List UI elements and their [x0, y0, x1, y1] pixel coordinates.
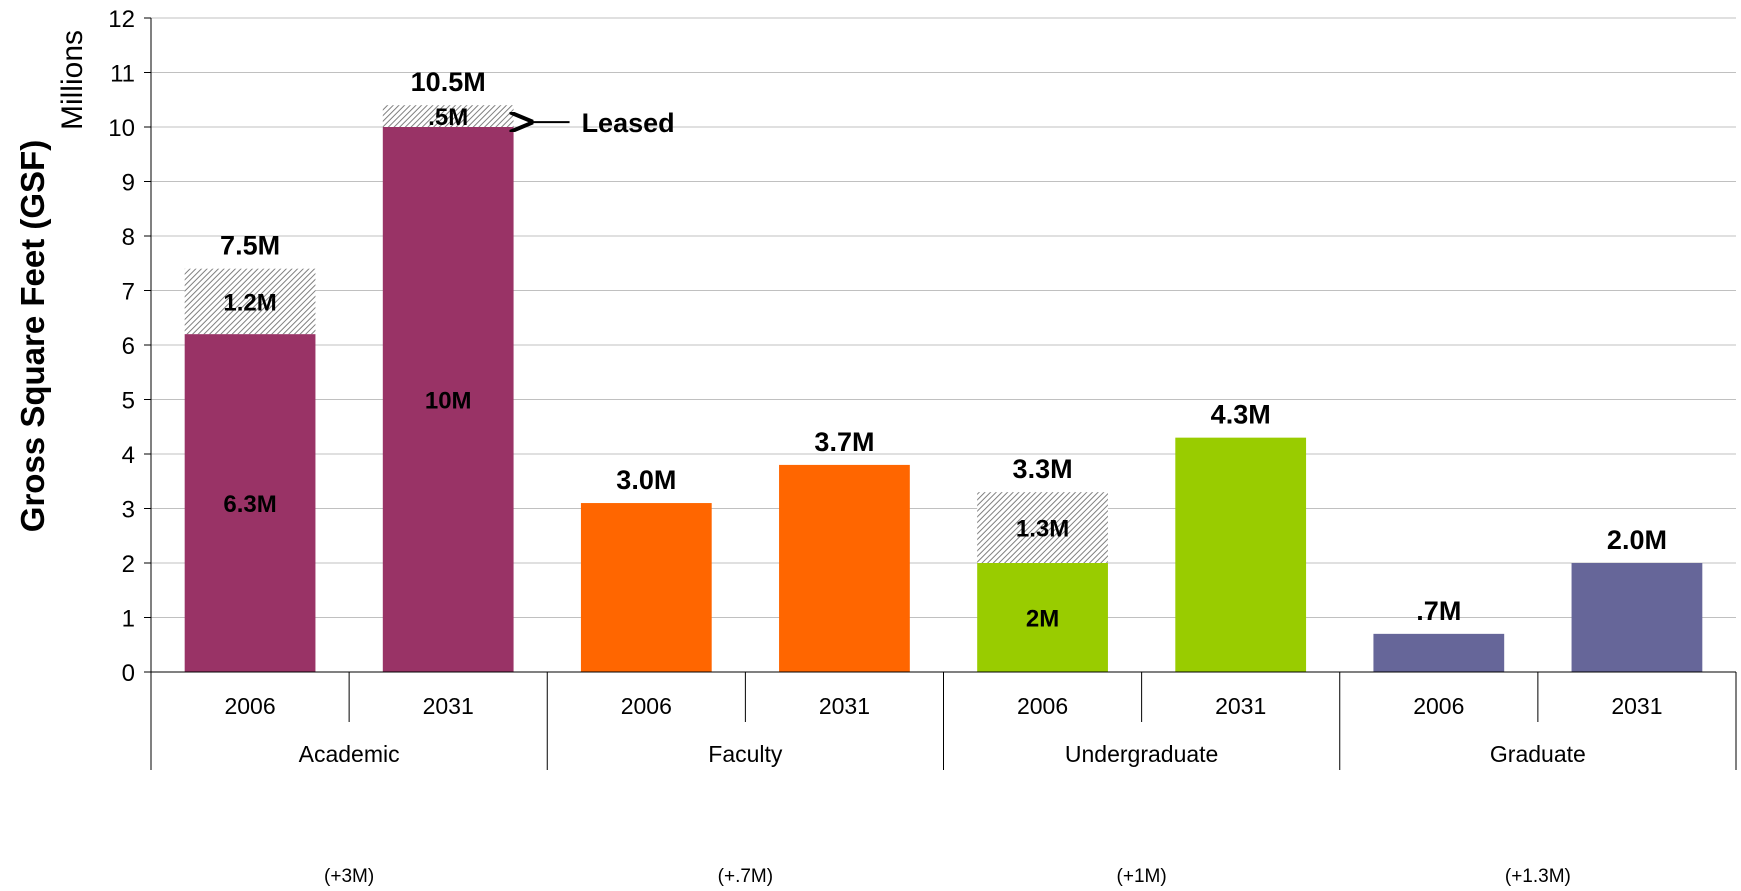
owned-value-label: 2M	[1026, 606, 1059, 633]
x-group-label: Faculty	[708, 741, 783, 767]
x-year-label: 2031	[1215, 693, 1266, 719]
y-axis-units-label: Millions	[56, 30, 89, 130]
bar-leased	[184, 268, 316, 335]
x-year-label: 2006	[1017, 693, 1068, 719]
y-tick-label: 1	[122, 606, 135, 633]
total-value-label: 3.0M	[616, 465, 676, 495]
x-group-change-label: (+1M)	[1117, 866, 1167, 887]
leased-value-label: .5M	[428, 104, 468, 131]
total-value-label: 2.0M	[1607, 525, 1667, 555]
bar-owned	[184, 334, 316, 672]
y-tick-label: 9	[122, 170, 135, 197]
leased-value-label: 1.2M	[223, 289, 276, 316]
y-tick-label: 0	[122, 660, 135, 687]
total-value-label: .7M	[1416, 596, 1461, 626]
y-tick-label: 3	[122, 497, 135, 524]
total-value-label: 10.5M	[411, 67, 486, 97]
x-year-label: 2006	[224, 693, 275, 719]
x-year-label: 2031	[1611, 693, 1662, 719]
y-tick-label: 6	[122, 333, 135, 360]
y-tick-label: 2	[122, 551, 135, 578]
bar-owned	[1175, 437, 1307, 672]
x-year-label: 2031	[819, 693, 870, 719]
total-value-label: 3.3M	[1013, 454, 1073, 484]
bar-owned	[977, 563, 1108, 672]
x-group-change-label: (+1.3M)	[1505, 866, 1571, 887]
y-tick-label: 7	[122, 279, 135, 306]
bars	[184, 105, 1703, 672]
y-tick-label: 12	[108, 6, 135, 33]
total-value-label: 3.7M	[814, 427, 874, 457]
bar-owned	[779, 464, 910, 672]
bar-owned	[1373, 633, 1505, 672]
x-year-label: 2006	[621, 693, 672, 719]
x-group-label: Undergraduate	[1065, 741, 1218, 767]
x-group-change-label: (+3M)	[324, 866, 374, 887]
bar-owned	[1571, 563, 1703, 672]
owned-value-label: 6.3M	[223, 491, 276, 518]
y-tick-label: 4	[122, 442, 135, 469]
y-tick-label: 8	[122, 224, 135, 251]
bar-owned	[580, 503, 712, 672]
x-group-label: Graduate	[1490, 741, 1586, 767]
x-group-label: Academic	[299, 741, 400, 767]
bar-owned	[382, 127, 514, 672]
total-value-label: 4.3M	[1211, 400, 1271, 430]
bar-leased	[382, 105, 514, 127]
y-axis-title: Gross Square Feet (GSF)	[14, 140, 51, 532]
leased-value-label: 1.3M	[1016, 516, 1069, 543]
bar-leased	[977, 492, 1108, 563]
x-year-label: 2031	[423, 693, 474, 719]
x-year-label: 2006	[1413, 693, 1464, 719]
y-tick-label: 10	[108, 115, 135, 142]
y-tick-label: 11	[110, 61, 135, 88]
y-tick-label: 5	[122, 388, 135, 415]
leased-annotation: Leased	[582, 108, 675, 138]
x-group-change-label: (+.7M)	[718, 866, 773, 887]
owned-value-label: 10M	[425, 388, 472, 415]
total-value-label: 7.5M	[220, 231, 280, 261]
data-labels: 1.2M 6.3M 7.5M .5M 10M 10.5M 3.0M 3.7M 1.3M 2M 3.3…	[220, 67, 1667, 632]
